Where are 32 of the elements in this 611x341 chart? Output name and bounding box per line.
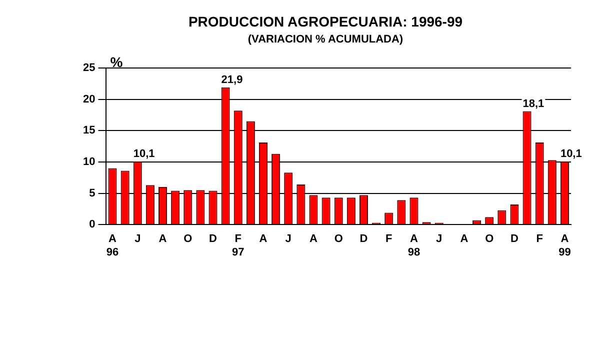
x-tick-label: A 99 xyxy=(558,233,571,258)
x-tick-label: O xyxy=(485,233,494,246)
x-tick-label: F 97 xyxy=(232,233,244,258)
x-tick-label: J xyxy=(436,233,442,246)
x-tick-label: D xyxy=(360,233,368,246)
x-tick-label: A xyxy=(310,233,318,246)
y-tick-label: 10 xyxy=(82,156,96,168)
x-tick-label: F xyxy=(385,233,392,246)
x-tick-label: O xyxy=(184,233,193,246)
y-tick-label: 15 xyxy=(82,124,96,137)
x-tick-label: A 98 xyxy=(408,233,420,258)
data-label: 21,9 xyxy=(221,74,243,86)
chart-title: PRODUCCION AGROPECUARIA: 1996-99 xyxy=(188,13,463,30)
x-tick-label: D xyxy=(510,233,518,246)
data-label: 10,1 xyxy=(560,148,582,160)
x-tick-label: A xyxy=(259,233,268,246)
chart-subtitle: (VARIACION % ACUMULADA) xyxy=(248,33,404,46)
x-tick-label: F xyxy=(536,233,544,246)
data-label: 10,1 xyxy=(133,148,155,160)
x-tick-label: J xyxy=(134,233,141,246)
y-tick-label: 0 xyxy=(89,218,96,231)
x-tick-label: D xyxy=(209,233,218,246)
y-tick-label: 5 xyxy=(89,187,96,200)
x-tick-label: O xyxy=(334,233,344,246)
x-tick-label: A xyxy=(460,233,468,246)
y-axis-title: % xyxy=(110,54,124,70)
x-tick-label: J xyxy=(285,233,292,246)
x-tick-label: A 96 xyxy=(106,233,119,258)
y-tick-label: 20 xyxy=(82,93,96,106)
data-label: 18,1 xyxy=(522,98,544,110)
y-tick-label: 25 xyxy=(82,62,96,74)
x-tick-label: A xyxy=(158,233,167,246)
